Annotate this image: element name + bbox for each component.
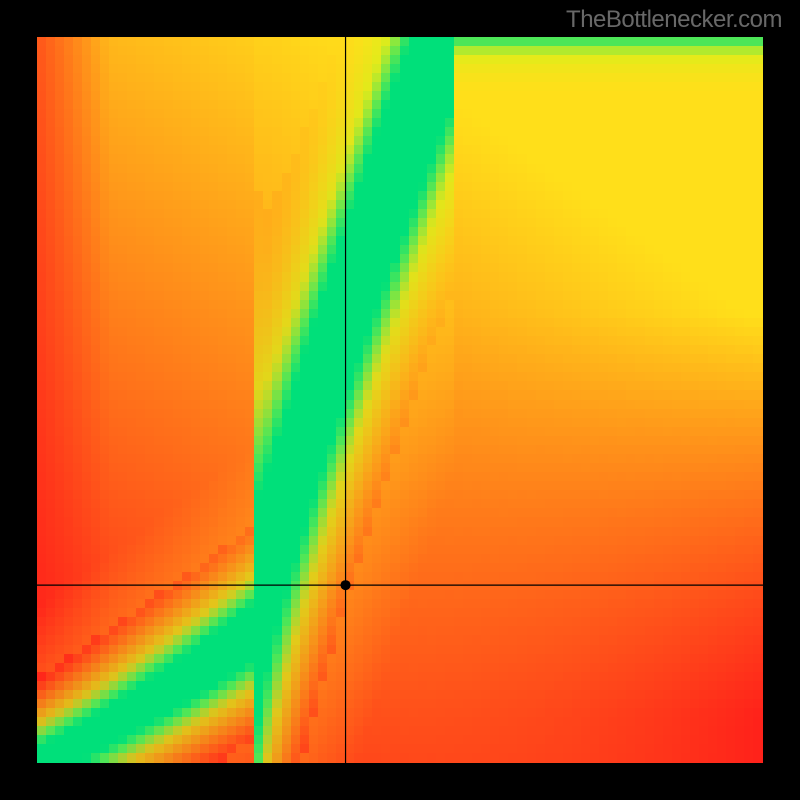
heatmap-canvas — [37, 37, 763, 763]
heatmap-plot — [37, 37, 763, 763]
attribution-text: TheBottlenecker.com — [566, 6, 782, 34]
